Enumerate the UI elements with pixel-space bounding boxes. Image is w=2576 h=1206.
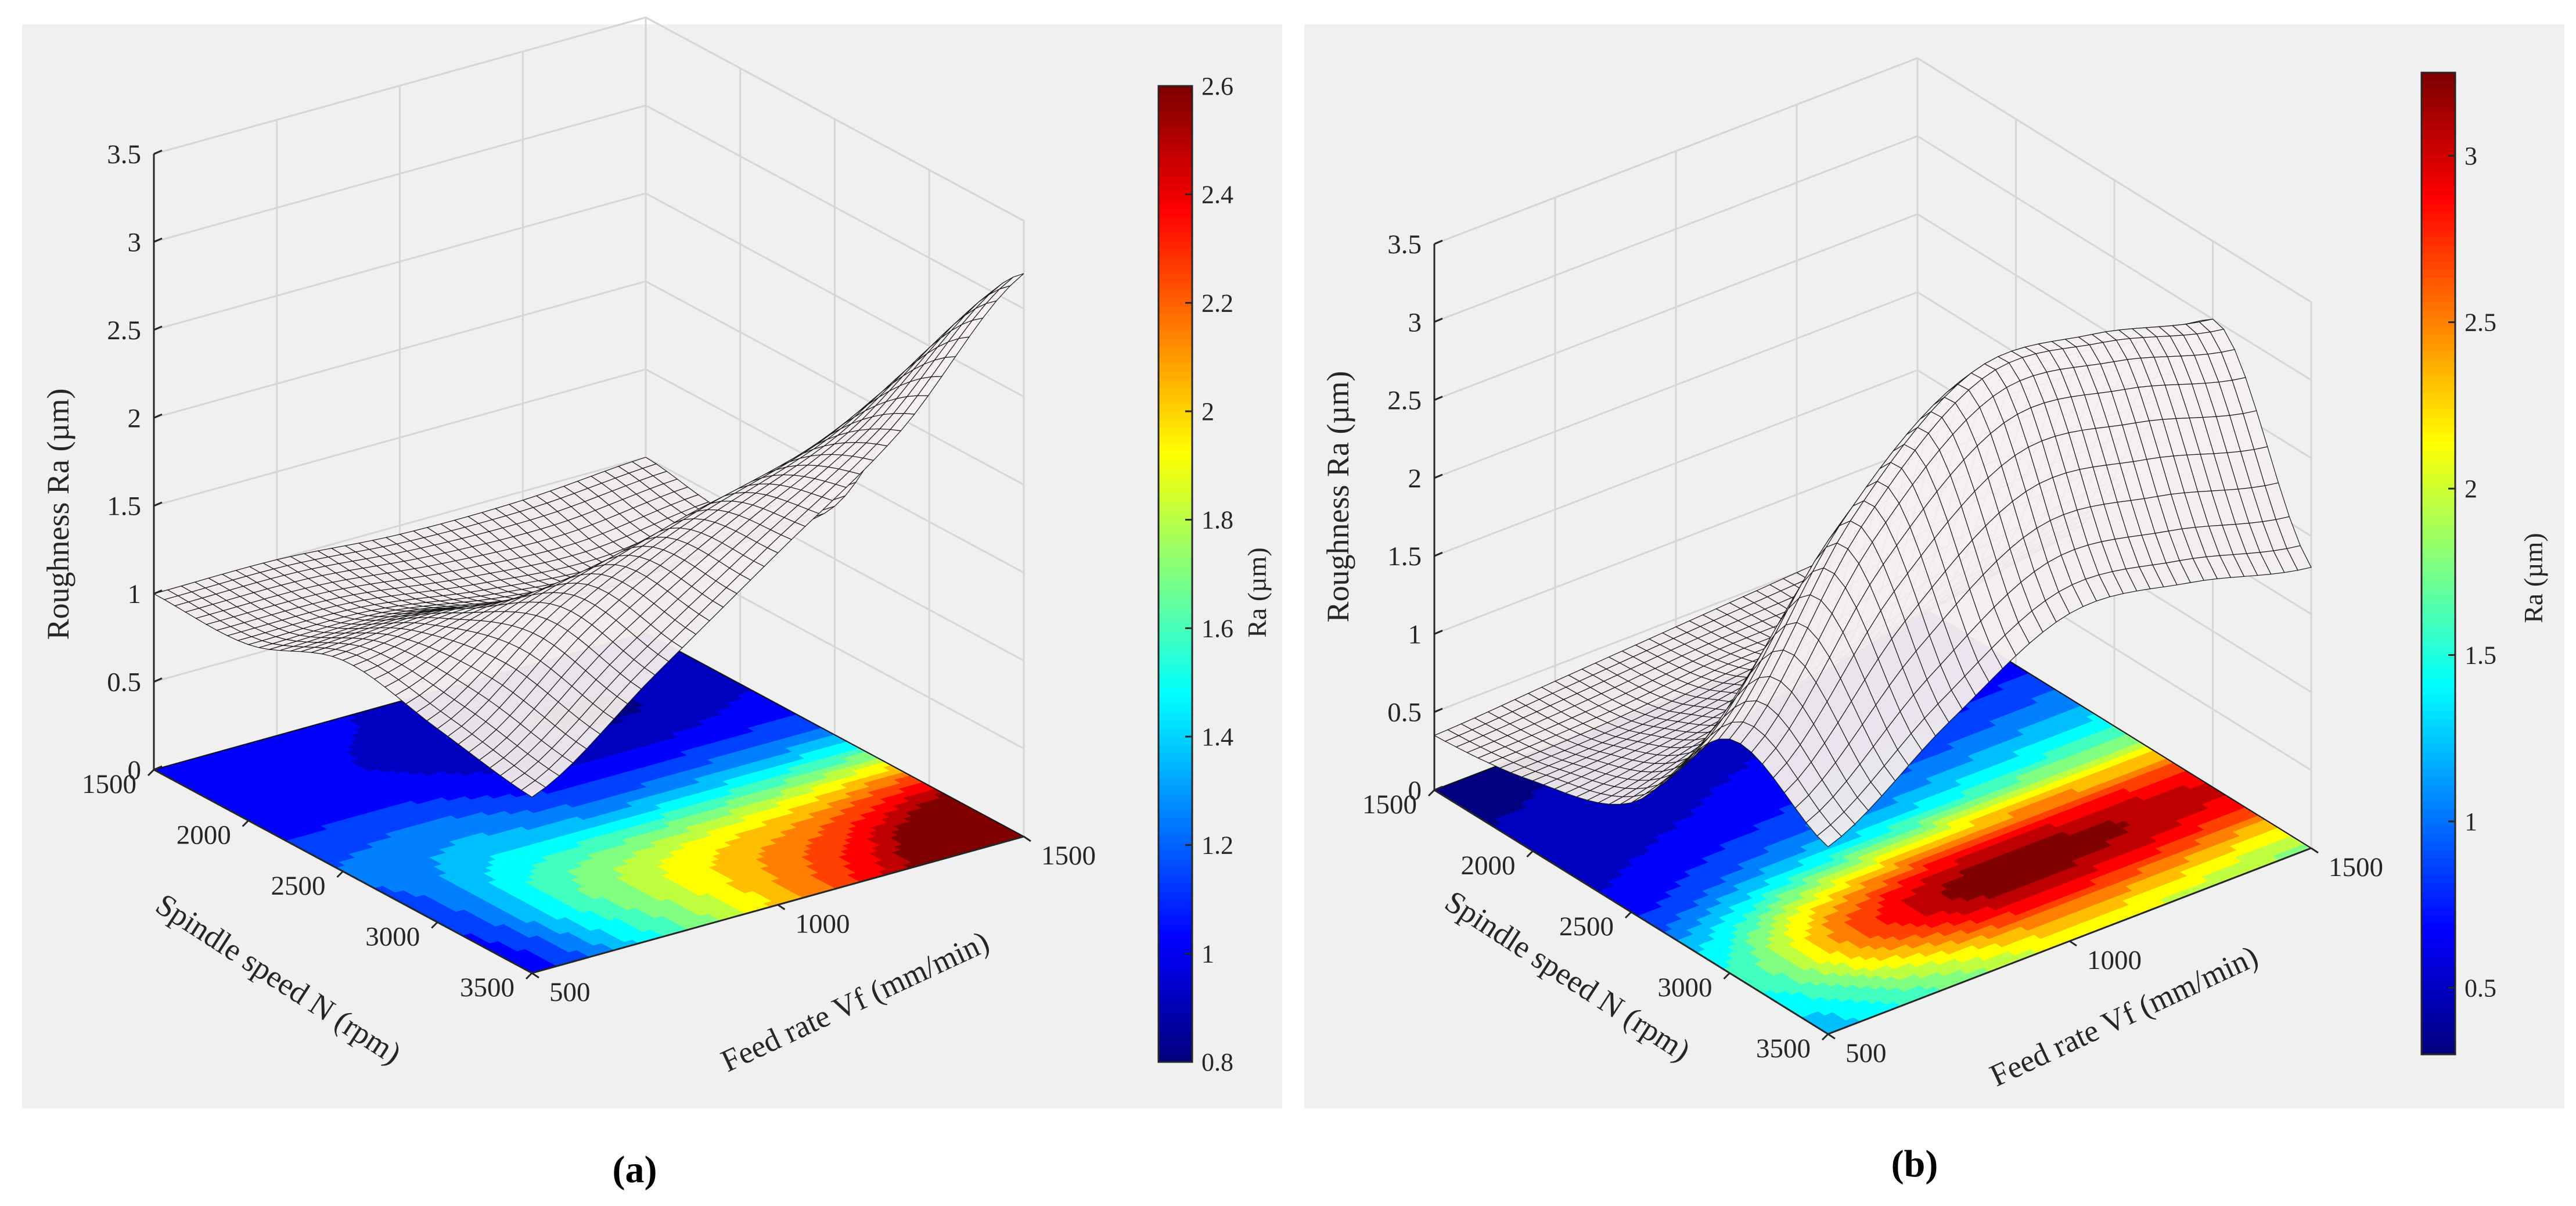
a-colorbar-band xyxy=(1159,972,1192,981)
a-colorbar-band xyxy=(1159,916,1192,924)
a-colorbar-band xyxy=(1159,964,1192,973)
a-colorbar-band xyxy=(1159,883,1192,892)
a-colorbar-band xyxy=(1159,680,1192,688)
a-z-tick-label: 1 xyxy=(128,579,142,609)
a-z-gridline xyxy=(153,16,1024,222)
a-colorbar-band xyxy=(1159,753,1192,762)
a-colorbar-band xyxy=(1159,989,1192,997)
a-colorbar-band xyxy=(1159,850,1192,859)
a-z-gridline xyxy=(153,192,1024,398)
a-colorbar-band xyxy=(1159,1021,1192,1030)
a-colorbar-band xyxy=(1159,704,1192,713)
a-z-gridline xyxy=(153,104,1024,310)
a-colorbar-band xyxy=(1159,1038,1192,1046)
a-colorbar-band xyxy=(1159,940,1192,949)
a-z-tick-label: 0.5 xyxy=(107,667,141,698)
a-colorbar-band xyxy=(1159,826,1192,835)
a-colorbar-band xyxy=(1159,1029,1192,1038)
a-colorbar-band xyxy=(1159,997,1192,1006)
a-z-tick-label: 3.5 xyxy=(107,139,141,170)
a-colorbar-band xyxy=(1159,907,1192,916)
a-colorbar-band xyxy=(1159,1046,1192,1054)
a-x-tick-label: 1500 xyxy=(1041,841,1096,871)
a-colorbar-band xyxy=(1159,981,1192,989)
a-colorbar-band xyxy=(1159,818,1192,827)
a-colorbar-band xyxy=(1159,859,1192,867)
a-z-tick-label: 2 xyxy=(128,403,142,433)
a-colorbar-band xyxy=(1159,899,1192,908)
a-colorbar-band xyxy=(1159,834,1192,843)
a-x-tick-label: 1000 xyxy=(796,909,850,939)
a-colorbar-band xyxy=(1159,891,1192,900)
a-y-tick-label: 2000 xyxy=(177,820,231,850)
a-colorbar-band xyxy=(1159,688,1192,697)
a-colorbar-band xyxy=(1159,932,1192,941)
a-z-tick-label: 3 xyxy=(128,227,142,257)
a-colorbar-band xyxy=(1159,842,1192,851)
a-colorbar-band xyxy=(1159,785,1192,794)
a-colorbar-band xyxy=(1159,956,1192,965)
a-colorbar-band xyxy=(1159,737,1192,745)
a-colorbar-band xyxy=(1159,769,1192,778)
a-colorbar-band xyxy=(1159,1013,1192,1022)
a-colorbar-band xyxy=(1159,712,1192,721)
a-colorbar-band xyxy=(1159,745,1192,753)
a-colorbar-band xyxy=(1159,867,1192,875)
a-colorbar-band xyxy=(1159,875,1192,884)
a-colorbar-band xyxy=(1159,802,1192,810)
a-colorbar-band xyxy=(1159,777,1192,786)
a-colorbar-band xyxy=(1159,696,1192,705)
a-z-gridline xyxy=(153,368,1024,574)
a-colorbar-band xyxy=(1159,810,1192,819)
a-y-tick-label: 2500 xyxy=(271,871,326,901)
a-colorbar-band xyxy=(1159,948,1192,957)
a-y-tick-label: 3500 xyxy=(460,972,515,1003)
a-z-tick-label: 2.5 xyxy=(107,315,141,346)
a-x-tick-label: 500 xyxy=(549,977,591,1007)
a-colorbar-band xyxy=(1159,794,1192,802)
a-colorbar-band xyxy=(1159,924,1192,932)
a-colorbar-band xyxy=(1159,720,1192,729)
a-colorbar-band xyxy=(1159,761,1192,770)
a-y-tick-label: 3000 xyxy=(365,922,420,952)
a-y-tick-label: 1500 xyxy=(82,769,136,799)
a-colorbar-band xyxy=(1159,1005,1192,1014)
a-z-tick-label: 1.5 xyxy=(107,491,141,522)
